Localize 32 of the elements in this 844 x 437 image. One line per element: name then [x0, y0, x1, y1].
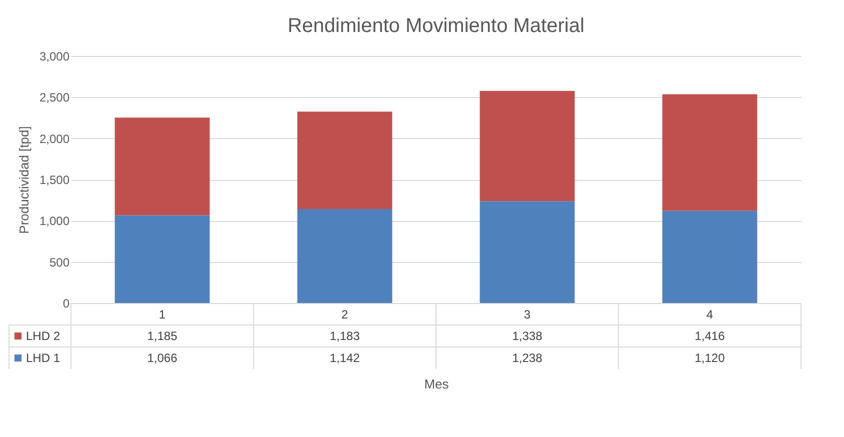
- bar: [480, 201, 575, 303]
- legend-label: LHD 1: [26, 351, 60, 365]
- x-axis-title: Mes: [424, 376, 450, 392]
- y-tick-label: 3,000: [39, 50, 70, 64]
- x-tick-label: 2: [341, 308, 348, 322]
- data-label: 1,416: [694, 329, 726, 343]
- y-tick-label: 500: [49, 255, 70, 270]
- x-tick-label: 1: [158, 308, 166, 322]
- bar: [480, 90, 575, 202]
- y-tick-label: 1,000: [39, 214, 70, 228]
- bar: [662, 94, 758, 211]
- data-label: 1,238: [512, 351, 543, 365]
- data-label: 1,185: [147, 329, 178, 343]
- y-tick-label: 0: [62, 296, 70, 310]
- legend-label: LHD 2: [26, 329, 60, 343]
- data-label: 1,142: [330, 351, 360, 365]
- x-tick-label: 3: [524, 308, 531, 322]
- y-tick-label: 2,000: [39, 132, 70, 146]
- y-axis-title: Productividad [tpd]: [16, 126, 32, 234]
- data-label: 1,183: [330, 329, 360, 343]
- chart-title: Rendimiento Movimiento Material: [288, 15, 584, 37]
- data-label: 1,338: [512, 329, 543, 343]
- bar: [297, 112, 392, 209]
- bar: [114, 118, 210, 216]
- bar: [114, 215, 210, 303]
- y-tick-label: 1,500: [39, 173, 70, 187]
- data-label: 1,066: [147, 351, 178, 365]
- y-tick-label: 2,500: [39, 90, 70, 105]
- bar: [662, 210, 758, 303]
- bar: [297, 208, 392, 303]
- data-label: 1,120: [694, 351, 726, 365]
- x-tick-label: 4: [706, 308, 714, 322]
